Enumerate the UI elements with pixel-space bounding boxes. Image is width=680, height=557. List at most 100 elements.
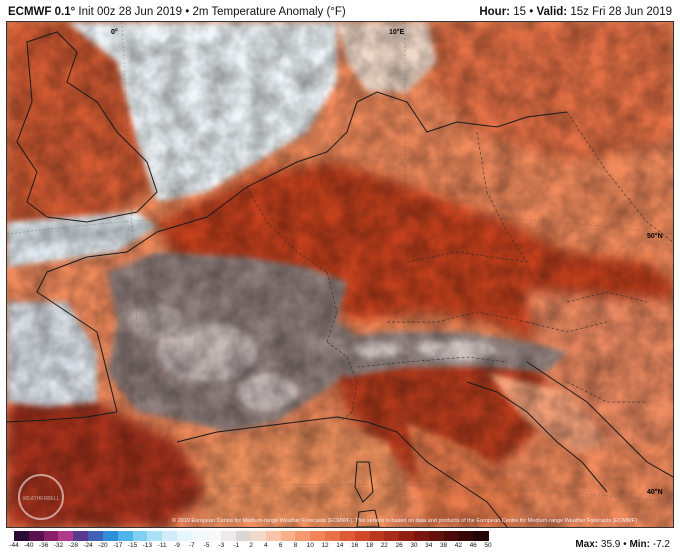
color-scale-segment (88, 531, 104, 541)
color-scale-tick: -5 (203, 542, 210, 549)
anomaly-texture (7, 22, 673, 527)
corsica-coast (354, 461, 374, 503)
graticule (7, 22, 673, 527)
color-scale-segment (399, 531, 415, 541)
header-left: ECMWF 0.1° Init 00z 28 Jun 2019 • 2m Tem… (8, 4, 346, 20)
hour-label: Hour: (479, 6, 511, 18)
france-west-coast (36, 271, 118, 413)
color-scale-segment (428, 531, 445, 541)
color-scale-segment (458, 531, 474, 541)
color-scale-segment (14, 531, 30, 541)
parallel-50n (7, 212, 673, 235)
color-scale-tick: -11 (157, 542, 167, 549)
color-scale-segment (473, 531, 489, 541)
color-scale-tick: 8 (293, 542, 298, 549)
border-italy-alps (356, 356, 508, 368)
border-balkans (566, 381, 647, 403)
border-germany-czech (406, 251, 528, 263)
color-scale-tick: -7 (188, 542, 195, 549)
valid-label: Valid: (536, 6, 568, 18)
border-germany-poland (476, 131, 528, 263)
color-scale-segment (384, 531, 400, 541)
color-scale-segment (43, 531, 59, 541)
color-scale-segment (443, 531, 459, 541)
map-canvas: 0° 10°E 50°N 40°N WEATHERBELL © 2019 Eur… (7, 22, 673, 527)
color-scale-segment (369, 531, 385, 541)
color-scale-tick: 4 (264, 542, 268, 549)
sardinia-coast (356, 509, 380, 527)
border-france-italy (341, 381, 358, 421)
color-scale-segment (176, 531, 193, 541)
color-scale-tick: -28 (68, 542, 78, 549)
color-scale-tick: 26 (395, 542, 403, 549)
color-scale-segment (147, 531, 163, 541)
color-scale-tick: -20 (98, 542, 108, 549)
iberia-north-coast (7, 411, 118, 423)
map-header: ECMWF 0.1° Init 00z 28 Jun 2019 • 2m Tem… (8, 4, 672, 20)
copyright-notice: © 2019 European Centre for Medium-range … (172, 517, 637, 524)
color-scale-segment (310, 531, 326, 541)
color-scale-segment (28, 531, 45, 541)
border-austria-hungary (526, 321, 608, 333)
color-scale-tick: 46 (469, 542, 477, 549)
color-scale-tick: 2 (249, 542, 253, 549)
color-scale-segment (206, 531, 222, 541)
color-scale-tick: 30 (410, 542, 418, 549)
color-scale-segment (117, 531, 133, 541)
header-separator-2: • (529, 6, 534, 18)
color-scale-segment (58, 531, 74, 541)
color-scale-segment (413, 531, 430, 541)
adriatic-east-coast (526, 361, 673, 478)
temperature-anomaly-map: 0° 10°E 50°N 40°N WEATHERBELL © 2019 Eur… (6, 21, 674, 528)
italy-east-coast (466, 381, 608, 493)
border-france-germany (326, 271, 338, 343)
color-scale-tick: -15 (127, 542, 138, 549)
color-scale-tick: 6 (278, 542, 283, 549)
color-scale-segment (191, 531, 208, 541)
color-scale-segment (295, 531, 311, 541)
meridian-0 (121, 22, 148, 527)
color-scale-tick: 38 (439, 542, 448, 549)
color-scale-tick: 18 (365, 542, 374, 549)
max-value: 35.9 (600, 539, 621, 550)
color-scale-tick: -17 (112, 542, 123, 549)
color-scale-tick: 14 (336, 542, 344, 549)
color-scale-segment (162, 531, 178, 541)
max-min-summary: Max: 35.9 • Min: -7.2 (575, 539, 670, 551)
hour-value: 15 (513, 6, 527, 18)
lon-0-label: 0° (111, 28, 118, 36)
border-france-belgium (246, 186, 328, 273)
benelux-germany-coast (266, 91, 568, 178)
color-scale-tick: -36 (38, 542, 49, 549)
parallel-40n (7, 484, 673, 503)
header-separator: • (185, 6, 190, 18)
color-scale-tick: 22 (380, 542, 388, 549)
field-name: 2m Temperature Anomaly (°F) (192, 6, 346, 18)
border-germany-austria (387, 311, 528, 323)
color-scale-tick: 50 (484, 542, 492, 549)
min-value: -7.2 (652, 539, 670, 550)
italy-west-coast (336, 416, 508, 527)
max-label: Max: (575, 539, 599, 550)
valid-value: 15z Fri 28 Jun 2019 (570, 6, 672, 18)
color-scale-tick: 34 (425, 542, 433, 549)
weatherbell-watermark: WEATHERBELL (18, 474, 64, 520)
init-time: Init 00z 28 Jun 2019 (78, 6, 183, 18)
color-scale-tick: 10 (306, 542, 314, 549)
color-scale-segment (102, 531, 119, 541)
color-scale-segment (251, 531, 267, 541)
color-scale-segment (354, 531, 370, 541)
lat-40n-label: 40°N (647, 488, 663, 496)
color-scale-tick: 12 (321, 542, 329, 549)
color-scale-ticks: -44 -40 -36 -32 -28 -24 -20 -17 -15 -13 -11 -9 -7 -5-… (9, 541, 492, 553)
lat-50n-label: 50°N (647, 232, 663, 240)
border-slovakia-hungary (566, 291, 648, 303)
color-scale-segment (339, 531, 356, 541)
color-scale-tick: -1 (233, 542, 240, 549)
color-scale-segment (221, 531, 237, 541)
color-scale-segment (265, 531, 282, 541)
color-scale-tick: -13 (142, 542, 153, 549)
great-britain-coast (16, 31, 158, 223)
color-scale-tick: -44 (9, 542, 19, 549)
color-scale-tick: -24 (83, 542, 93, 549)
